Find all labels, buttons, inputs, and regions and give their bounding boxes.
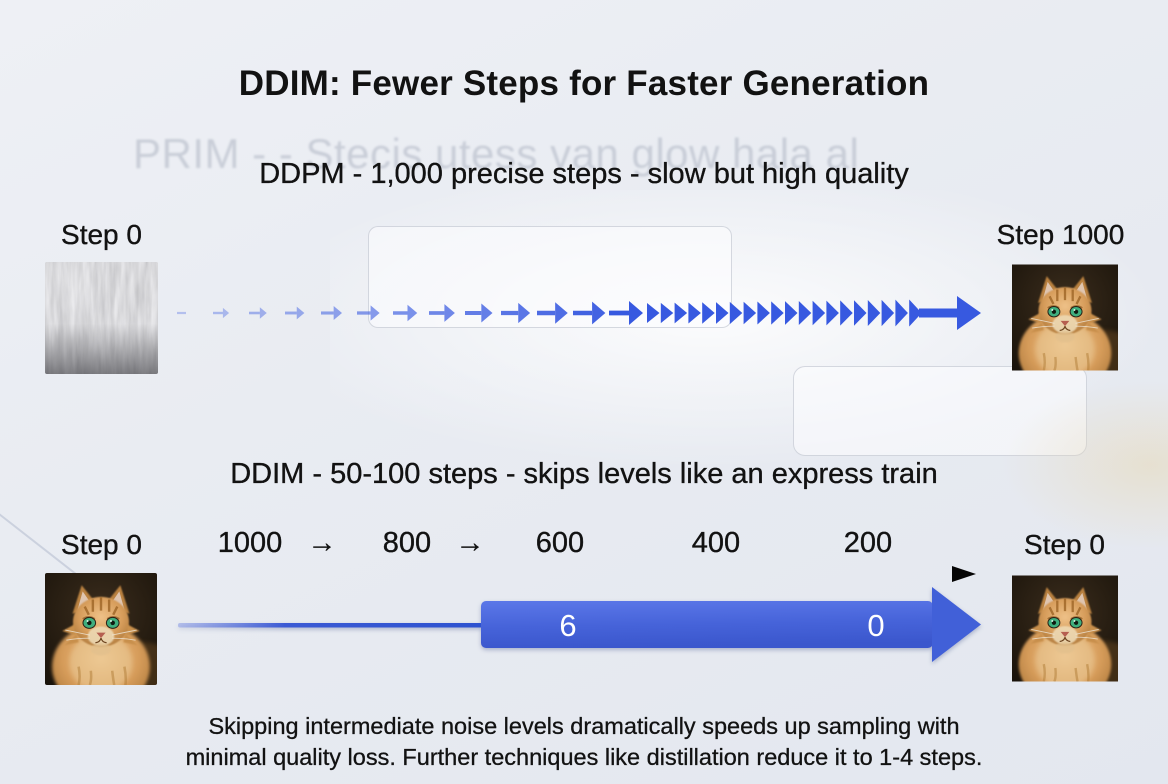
slide-title: DDIM: Fewer Steps for Faster Generation xyxy=(238,64,930,103)
arrow-right-icon: → xyxy=(455,527,485,559)
express-arrow-end-digit: 0 xyxy=(867,608,885,643)
cat-photo-thumbnail xyxy=(45,573,157,685)
diffusion-arrow-flow xyxy=(177,296,981,330)
express-arrow-shape xyxy=(178,587,981,662)
timeline-label-400: 400 xyxy=(691,527,741,559)
background-panel xyxy=(793,366,1087,456)
noise-texture-thumbnail xyxy=(45,262,158,374)
ddim-end-step-label: Step 0 xyxy=(1024,529,1105,560)
arrow-right-icon: → xyxy=(307,527,337,559)
ddpm-start-step-label: Step 0 xyxy=(61,219,142,250)
ddim-start-step-label: Step 0 xyxy=(61,529,142,560)
cat-photo-thumbnail xyxy=(1012,262,1118,373)
timeline-arrow xyxy=(178,566,976,582)
ghost-watermark-text: PRIM - - Stecis utess van glow hala al xyxy=(133,130,860,177)
timeline-label-200: 200 xyxy=(843,527,893,559)
caption-line-1: Skipping intermediate noise levels drama… xyxy=(208,713,960,739)
express-arrow: 6 0 xyxy=(175,586,985,666)
express-arrow-start-digit: 6 xyxy=(559,608,577,643)
caption-line-2: minimal quality loss. Further techniques… xyxy=(185,744,983,770)
timeline-label-1000: 1000 xyxy=(217,527,283,559)
timeline-label-600: 600 xyxy=(535,527,585,559)
ddim-heading: DDIM - 50-100 steps - skips levels like … xyxy=(230,458,938,490)
ddpm-heading: DDPM - 1,000 precise steps - slow but hi… xyxy=(259,158,909,190)
ddpm-end-step-label: Step 1000 xyxy=(996,219,1125,250)
cat-photo-thumbnail xyxy=(1012,573,1118,684)
caption: Skipping intermediate noise levels drama… xyxy=(0,711,1168,773)
timeline-label-800: 800 xyxy=(382,527,432,559)
